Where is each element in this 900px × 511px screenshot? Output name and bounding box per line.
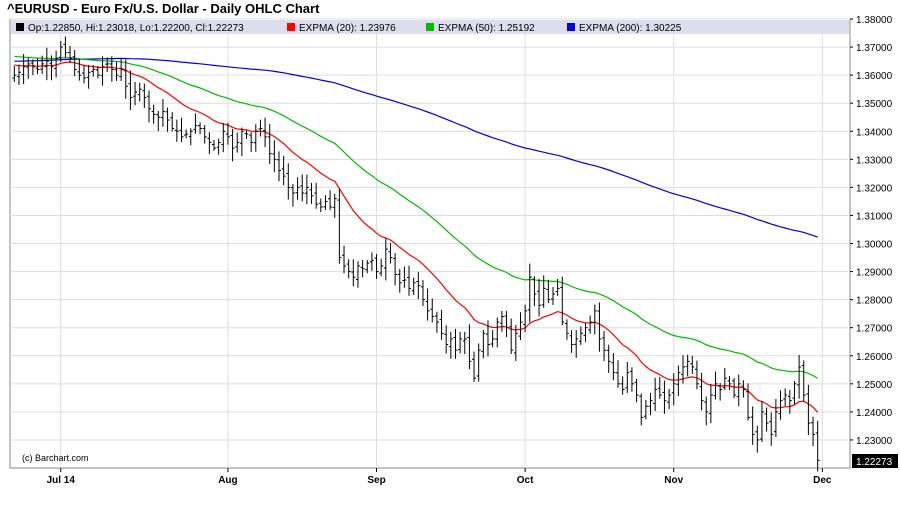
legend-swatch [16,23,24,31]
legend-swatch [426,23,434,31]
y-axis: 1.23000 1.24000 1.25000 1.26000 1.27000 1.280… [850,15,893,447]
y-tick-label: 1.28000 [856,296,893,307]
x-tick-label: Oct [517,475,534,486]
y-tick-label: 1.38000 [856,15,893,26]
ema-20-polyline [14,61,819,413]
y-tick-label: 1.32000 [856,183,893,194]
chart-title: ^EURUSD - Euro Fx/U.S. Dollar - Daily OH… [7,1,320,16]
ema-50-polyline [14,55,819,379]
x-tick-label: Dec [813,475,832,486]
y-tick-label: 1.31000 [856,211,893,222]
legend-label: EXPMA (50): 1.25192 [438,23,535,34]
y-tick-label: 1.34000 [856,127,893,138]
ema-50-line [14,55,819,379]
y-tick-label: 1.35000 [856,99,893,110]
last-price-label: 1.22273 [856,457,893,468]
y-tick-label: 1.23000 [856,436,893,447]
y-tick-label: 1.30000 [856,240,893,251]
y-tick-label: 1.25000 [856,380,893,391]
legend-label: Op:1.22850, Hi:1.23018, Lo:1.22200, Cl:1… [28,23,244,34]
ohlc-bars [12,36,820,472]
x-tick-label: Jul 14 [47,475,76,486]
x-axis: Jul 14 Aug Sep Oct Nov Dec [47,468,832,486]
y-tick-label: 1.24000 [856,408,893,419]
last-price-box [852,454,898,468]
legend: Op:1.22850, Hi:1.23018, Lo:1.22200, Cl:1… [16,23,682,34]
legend-label: EXPMA (200): 1.30225 [579,23,682,34]
x-tick-label: Aug [218,475,237,486]
legend-label: EXPMA (20): 1.23976 [299,23,396,34]
legend-swatch [567,23,575,31]
ema-200-polyline [14,57,818,238]
grid-lines [10,18,850,468]
y-tick-label: 1.36000 [856,71,893,82]
x-tick-label: Sep [367,475,385,486]
y-tick-label: 1.27000 [856,324,893,335]
y-tick-label: 1.37000 [856,43,893,54]
credit-text: (c) Barchart.com [22,453,89,463]
x-tick-label: Nov [664,475,683,486]
y-tick-label: 1.26000 [856,352,893,363]
legend-swatch [287,23,295,31]
y-tick-label: 1.29000 [856,268,893,279]
ema-200-line [14,57,818,238]
y-tick-label: 1.33000 [856,155,893,166]
ema-20-line [14,61,819,413]
